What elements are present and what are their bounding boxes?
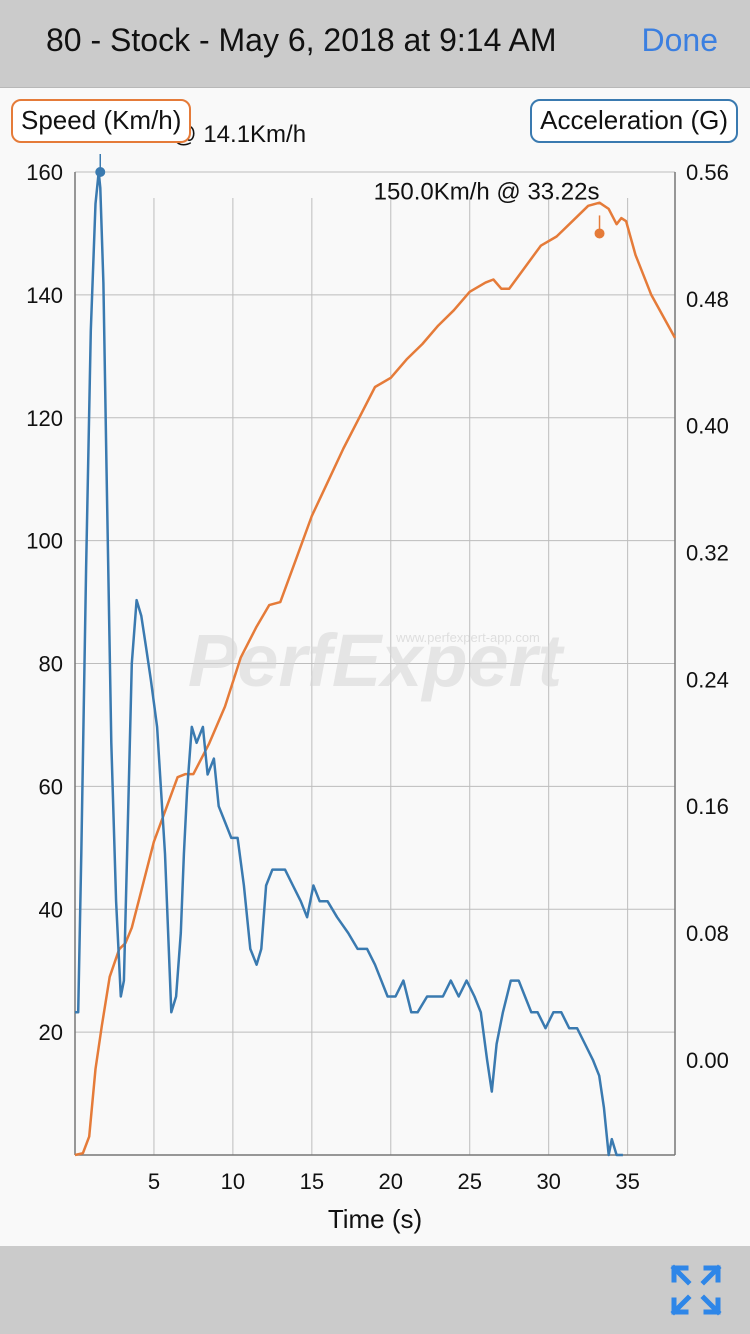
x-tick-label: 15 — [300, 1169, 324, 1194]
y-tick-label-left: 100 — [26, 529, 63, 554]
acceleration-legend-button[interactable]: Acceleration (G) — [530, 99, 738, 143]
x-tick-label: 10 — [221, 1169, 245, 1194]
y-tick-label-left: 60 — [39, 774, 63, 799]
bottom-toolbar — [0, 1246, 750, 1334]
peak-speed-marker — [594, 228, 605, 239]
watermark: PerfExpert www.perfexpert-app.com — [188, 619, 566, 702]
y-tick-label-right: 0.24 — [686, 667, 729, 692]
grid-lines — [75, 171, 675, 1155]
chart[interactable]: PerfExpert www.perfexpert-app.com 20 40 60… — [0, 88, 750, 1246]
peak-markers — [95, 154, 605, 239]
watermark-brand: PerfExpert — [188, 619, 566, 702]
y-tick-label-left: 80 — [39, 652, 63, 677]
y-tick-label-left: 120 — [26, 406, 63, 431]
y-tick-label-left: 20 — [39, 1020, 63, 1045]
page-title: 80 - Stock - May 6, 2018 at 9:14 AM — [46, 22, 557, 58]
x-axis-title: Time (s) — [328, 1204, 422, 1234]
y-tick-label-right: 0.00 — [686, 1048, 729, 1073]
x-axis-ticks: 5 10 15 20 25 30 35 — [148, 1169, 640, 1194]
acceleration-series-line — [75, 170, 623, 1157]
speed-series-line — [74, 201, 677, 1157]
y-tick-label-left: 160 — [26, 160, 63, 185]
y-tick-label-right: 0.48 — [686, 287, 729, 312]
x-tick-label: 5 — [148, 1169, 160, 1194]
y-axis-left-ticks: 20 40 60 80 100 120 140 160 — [26, 160, 63, 1045]
chart-background — [0, 88, 750, 1246]
y-tick-label-right: 0.08 — [686, 921, 729, 946]
navigation-bar: 80 - Stock - May 6, 2018 at 9:14 AM Done — [0, 0, 750, 88]
x-tick-label: 20 — [379, 1169, 403, 1194]
y-tick-label-right: 0.56 — [686, 160, 729, 185]
expand-arrows-icon[interactable] — [670, 1264, 722, 1316]
x-tick-label: 35 — [615, 1169, 639, 1194]
x-tick-label: 25 — [457, 1169, 481, 1194]
peak-speed-label: 150.0Km/h @ 33.22s — [374, 178, 600, 205]
y-tick-label-left: 140 — [26, 283, 63, 308]
peak-acceleration-marker — [95, 167, 106, 177]
y-tick-label-right: 0.16 — [686, 794, 729, 819]
y-tick-label-left: 40 — [39, 897, 63, 922]
done-button[interactable]: Done — [641, 22, 719, 58]
speed-legend-button[interactable]: Speed (Km/h) — [11, 99, 192, 143]
x-tick-label: 30 — [536, 1169, 560, 1194]
watermark-url: www.perfexpert-app.com — [395, 630, 540, 645]
y-tick-label-right: 0.32 — [686, 541, 729, 566]
y-tick-label-right: 0.40 — [686, 414, 729, 439]
y-axis-right-ticks: 0.00 0.08 0.16 0.24 0.32 0.40 0.48 0.56 — [686, 160, 729, 1073]
